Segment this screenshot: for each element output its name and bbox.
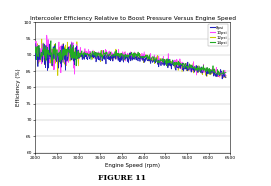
Title: Intercooler Efficiency Relative to Boost Pressure Versus Engine Speed: Intercooler Efficiency Relative to Boost… (30, 16, 236, 20)
Legend: 8psi, 10psi, 12psi, 14psi: 8psi, 10psi, 12psi, 14psi (208, 24, 228, 46)
Y-axis label: Efficiency (%): Efficiency (%) (16, 69, 21, 106)
Text: FIGURE 11: FIGURE 11 (98, 174, 146, 182)
X-axis label: Engine Speed (rpm): Engine Speed (rpm) (105, 163, 160, 168)
